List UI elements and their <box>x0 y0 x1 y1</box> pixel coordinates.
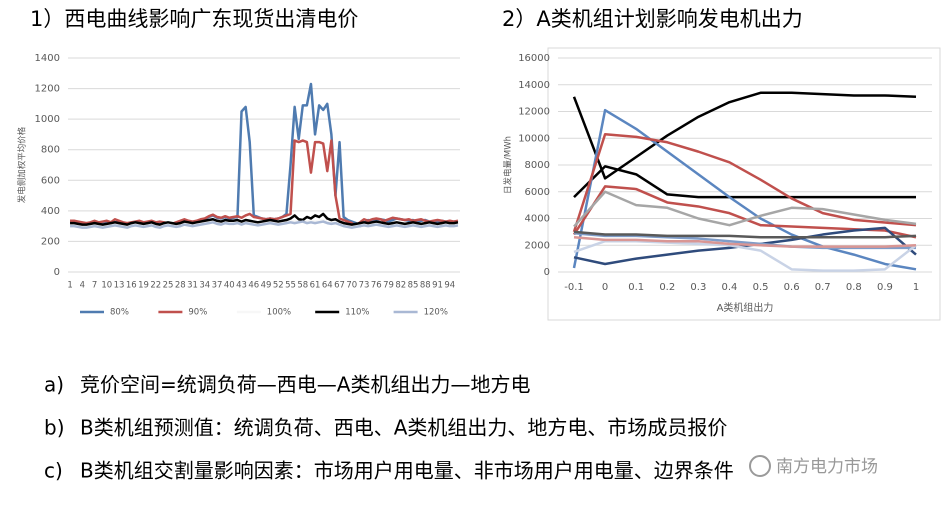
series-line <box>70 212 459 226</box>
series-line <box>70 218 459 228</box>
series-line <box>573 235 917 248</box>
y-tick-label: 400 <box>41 206 60 217</box>
series-line <box>70 139 459 228</box>
series-line <box>572 108 917 271</box>
x-tick-label: 61 <box>310 281 321 291</box>
watermark-icon <box>749 455 771 477</box>
x-tick-label: 37 <box>212 281 223 291</box>
x-tick-label: 64 <box>322 281 333 291</box>
x-tick-label: -0.1 <box>564 282 584 293</box>
y-tick-label: 1400 <box>35 53 60 64</box>
x-tick-label: 79 <box>383 281 394 291</box>
series-line <box>573 230 917 239</box>
x-tick-label: 1 <box>67 281 72 291</box>
x-tick-label: 0.4 <box>722 282 738 293</box>
x-tick-label: 0.9 <box>877 282 893 293</box>
series-line <box>70 82 458 228</box>
bullet-text: B类机组预测值：统调负荷、西电、A类机组出力、地方电、市场成员报价 <box>80 416 727 440</box>
x-tick-label: 49 <box>261 281 272 291</box>
series-line <box>572 91 917 180</box>
y-tick-label: 10000 <box>518 133 550 144</box>
x-tick-label: 55 <box>285 281 296 291</box>
x-tick-label: 0 <box>602 282 608 293</box>
x-tick-label: 13 <box>114 281 125 291</box>
x-tick-label: 0.3 <box>690 282 706 293</box>
x-tick-label: 1 <box>913 282 919 293</box>
series-line <box>70 220 459 229</box>
x-tick-label: 67 <box>334 281 345 291</box>
x-tick-label: 91 <box>432 281 443 291</box>
y-tick-label: 16000 <box>518 53 550 64</box>
x-tick-label: 82 <box>395 281 406 291</box>
bullet-text: B类机组交割量影响因素：市场用户用电量、非市场用户用电量、边界条件 <box>80 459 734 483</box>
x-tick-label: 76 <box>371 281 382 291</box>
x-tick-label: 0.7 <box>815 282 831 293</box>
legend-label: 100% <box>267 308 291 318</box>
x-tick-label: 94 <box>444 281 455 291</box>
y-tick-label: 12000 <box>518 107 550 118</box>
y-tick-label: 4000 <box>525 214 550 225</box>
legend-label: 120% <box>424 308 448 318</box>
y-axis-label: 发电侧加权平均价格 <box>17 126 28 203</box>
y-tick-label: 1000 <box>35 114 60 125</box>
series-line <box>573 165 916 199</box>
y-tick-label: 0 <box>544 267 550 278</box>
x-tick-label: 25 <box>163 281 174 291</box>
x-tick-label: 73 <box>359 281 370 291</box>
x-tick-label: 46 <box>248 281 259 291</box>
chart-title: 2）A类机组计划影响发电机出力 <box>502 7 803 31</box>
x-tick-label: 34 <box>199 281 210 291</box>
bullet-text: 竞价空间=统调负荷—西电—A类机组出力—地方电 <box>80 373 530 397</box>
legend-label: 80% <box>110 308 129 318</box>
x-tick-label: 0.5 <box>753 282 769 293</box>
x-tick-label: 16 <box>126 281 137 291</box>
x-tick-label: 40 <box>224 281 235 291</box>
series-line <box>573 231 916 250</box>
chart-frame <box>547 47 941 321</box>
x-tick-label: 58 <box>297 281 308 291</box>
x-axis-label: A类机组出力 <box>717 301 774 314</box>
x-tick-label: 0.1 <box>628 282 644 293</box>
x-tick-label: 0.2 <box>659 282 675 293</box>
y-tick-label: 1200 <box>35 84 60 95</box>
series-line <box>573 239 917 272</box>
legend-label: 90% <box>188 308 207 318</box>
y-tick-label: 800 <box>41 145 60 156</box>
x-tick-label: 0.8 <box>846 282 862 293</box>
y-tick-label: 8000 <box>525 160 550 171</box>
series-line <box>573 226 917 266</box>
watermark: 南方电力市场 <box>776 457 878 477</box>
x-tick-label: 7 <box>92 281 97 291</box>
x-tick-label: 10 <box>101 281 112 291</box>
x-tick-label: 31 <box>187 281 198 291</box>
y-axis-label: 日发电量/MWh <box>503 136 514 194</box>
y-tick-label: 6000 <box>525 187 550 198</box>
x-tick-label: 43 <box>236 281 247 291</box>
y-tick-label: 200 <box>41 236 60 247</box>
x-tick-label: 52 <box>273 281 284 291</box>
x-tick-label: 22 <box>150 281 161 291</box>
y-tick-label: 0 <box>54 267 60 278</box>
bullet-marker: c) <box>44 459 63 483</box>
series-line <box>573 190 917 228</box>
x-tick-label: 0.6 <box>784 282 800 293</box>
y-tick-label: 14000 <box>518 80 550 91</box>
x-tick-label: 28 <box>175 281 186 291</box>
x-tick-label: 85 <box>408 281 419 291</box>
y-tick-label: 600 <box>41 175 60 186</box>
x-tick-label: 4 <box>80 281 85 291</box>
x-tick-label: 70 <box>346 281 357 291</box>
series-line <box>572 132 917 233</box>
x-tick-label: 19 <box>138 281 149 291</box>
chart-title: 1）西电曲线影响广东现货出清电价 <box>30 7 358 31</box>
legend-label: 110% <box>345 308 369 318</box>
bullet-marker: a) <box>44 373 64 397</box>
bullet-marker: b) <box>44 416 65 440</box>
x-tick-label: 88 <box>420 281 431 291</box>
y-tick-label: 2000 <box>525 240 550 251</box>
